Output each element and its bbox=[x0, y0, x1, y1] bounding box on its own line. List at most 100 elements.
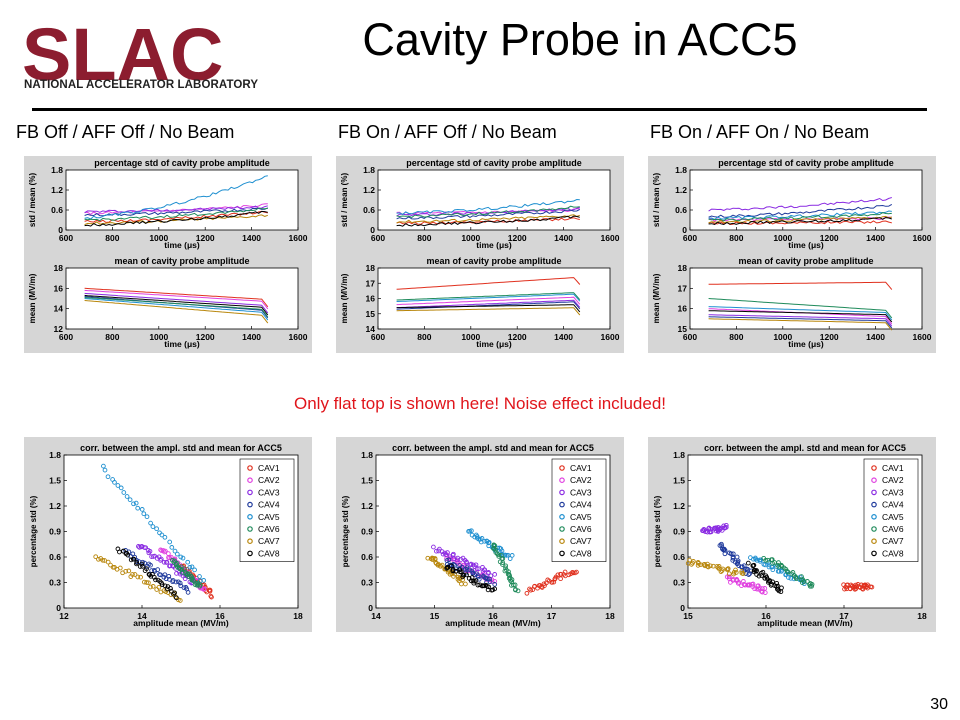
chart-title: percentage std of cavity probe amplitude bbox=[94, 158, 270, 168]
point-cav8 bbox=[168, 586, 173, 591]
point-cav1 bbox=[860, 586, 866, 592]
point-cav8 bbox=[159, 582, 165, 588]
point-cav7 bbox=[715, 565, 721, 571]
y-tick-label: 1.8 bbox=[361, 450, 373, 460]
legend-marker-5 bbox=[247, 514, 253, 520]
point-cav3 bbox=[445, 550, 450, 555]
series-line-1 bbox=[396, 277, 581, 290]
x-tick-label: 600 bbox=[683, 233, 697, 243]
x-axis-label: time (μs) bbox=[788, 240, 824, 250]
x-tick-label: 18 bbox=[605, 611, 615, 621]
point-cav1 bbox=[868, 584, 873, 590]
scatter-chart-1: corr. between the ampl. std and mean for… bbox=[29, 443, 303, 628]
point-cav4 bbox=[464, 567, 470, 572]
point-cav1 bbox=[549, 579, 555, 585]
mean-chart-1: mean of cavity probe amplitude time (μs) m… bbox=[28, 256, 308, 349]
y-tick-label: 0.3 bbox=[361, 578, 373, 588]
point-cav3 bbox=[164, 559, 170, 565]
point-cav7 bbox=[687, 557, 692, 563]
scatter-panel-2: corr. between the ampl. std and mean for… bbox=[336, 437, 624, 632]
legend-marker-1 bbox=[559, 465, 565, 471]
point-cav6 bbox=[174, 561, 180, 566]
y-tick-label: 0 bbox=[682, 225, 687, 235]
y-tick-label: 17 bbox=[678, 283, 688, 293]
point-cav5 bbox=[469, 528, 474, 534]
x-tick-label: 17 bbox=[839, 611, 849, 621]
y-tick-label: 18 bbox=[54, 263, 64, 273]
point-cav1 bbox=[845, 582, 850, 588]
x-tick-label: 1400 bbox=[866, 233, 885, 243]
point-cav4 bbox=[163, 576, 169, 582]
y-tick-label: 1.5 bbox=[361, 476, 373, 486]
point-cav2 bbox=[736, 580, 742, 585]
point-cav8 bbox=[450, 568, 456, 573]
chart-title: corr. between the ampl. std and mean for… bbox=[80, 443, 282, 453]
point-cav5 bbox=[776, 569, 782, 574]
point-cav5 bbox=[167, 539, 173, 545]
chart-title: percentage std of cavity probe amplitude bbox=[718, 158, 894, 168]
point-cav6 bbox=[496, 552, 501, 558]
legend-marker-2 bbox=[247, 477, 253, 484]
point-cav4 bbox=[166, 573, 172, 579]
series-line-8 bbox=[708, 310, 893, 323]
slac-logo: SLAC bbox=[22, 13, 223, 96]
x-tick-label: 600 bbox=[371, 332, 385, 342]
point-cav6 bbox=[508, 578, 513, 584]
y-tick-label: 0.6 bbox=[673, 552, 685, 562]
point-cav5 bbox=[139, 507, 145, 512]
x-tick-label: 1200 bbox=[820, 332, 839, 342]
point-cav5 bbox=[115, 483, 121, 488]
x-axis-label: amplitude mean (MV/m) bbox=[133, 618, 229, 628]
y-tick-label: 1.8 bbox=[51, 165, 63, 175]
legend-label-7: CAV7 bbox=[570, 536, 592, 546]
series-line-7 bbox=[84, 300, 269, 324]
legend-marker-4 bbox=[871, 501, 877, 508]
series-line-6 bbox=[708, 298, 893, 319]
point-cav7 bbox=[135, 574, 141, 580]
point-cav3 bbox=[482, 567, 488, 573]
x-tick-label: 16 bbox=[215, 611, 225, 621]
point-cav5 bbox=[761, 561, 767, 567]
legend-label-5: CAV5 bbox=[258, 512, 280, 522]
column-heading-3: FB On / AFF On / No Beam bbox=[650, 122, 870, 142]
point-cav4 bbox=[162, 572, 168, 578]
legend-marker-8 bbox=[559, 550, 565, 557]
point-cav4 bbox=[730, 551, 736, 557]
point-cav6 bbox=[503, 565, 508, 571]
point-cav7 bbox=[463, 581, 468, 587]
chart-title: corr. between the ampl. std and mean for… bbox=[392, 443, 594, 453]
point-cav5 bbox=[135, 505, 141, 511]
series-line-8 bbox=[84, 294, 269, 316]
x-tick-label: 17 bbox=[547, 611, 557, 621]
point-cav2 bbox=[762, 586, 768, 591]
point-cav5 bbox=[180, 555, 186, 561]
point-cav7 bbox=[708, 563, 713, 569]
point-cav5 bbox=[482, 538, 487, 544]
x-tick-label: 15 bbox=[683, 611, 693, 621]
point-cav4 bbox=[158, 572, 163, 578]
point-cav6 bbox=[776, 560, 781, 565]
legend-marker-7 bbox=[871, 538, 877, 545]
legend-marker-2 bbox=[871, 477, 877, 484]
series-line-8 bbox=[84, 210, 268, 227]
point-cav2 bbox=[727, 574, 732, 580]
x-tick-label: 800 bbox=[105, 233, 119, 243]
point-cav7 bbox=[726, 571, 732, 577]
legend-label-4: CAV4 bbox=[570, 500, 592, 510]
point-cav6 bbox=[801, 579, 807, 584]
x-tick-label: 15 bbox=[430, 611, 440, 621]
point-cav1 bbox=[558, 572, 564, 577]
point-cav8 bbox=[453, 568, 459, 574]
point-cav1 bbox=[528, 587, 534, 593]
legend-marker-8 bbox=[871, 550, 877, 557]
y-tick-label: 1.2 bbox=[673, 501, 685, 511]
y-tick-label: 0 bbox=[680, 603, 685, 613]
x-tick-label: 1400 bbox=[866, 332, 885, 342]
legend-marker-5 bbox=[871, 514, 877, 520]
point-cav5 bbox=[172, 548, 178, 554]
y-tick-label: 1.2 bbox=[675, 185, 687, 195]
x-tick-label: 1400 bbox=[554, 233, 573, 243]
point-cav8 bbox=[151, 574, 157, 580]
series-line-3 bbox=[84, 292, 269, 314]
series-line-3 bbox=[84, 205, 268, 214]
